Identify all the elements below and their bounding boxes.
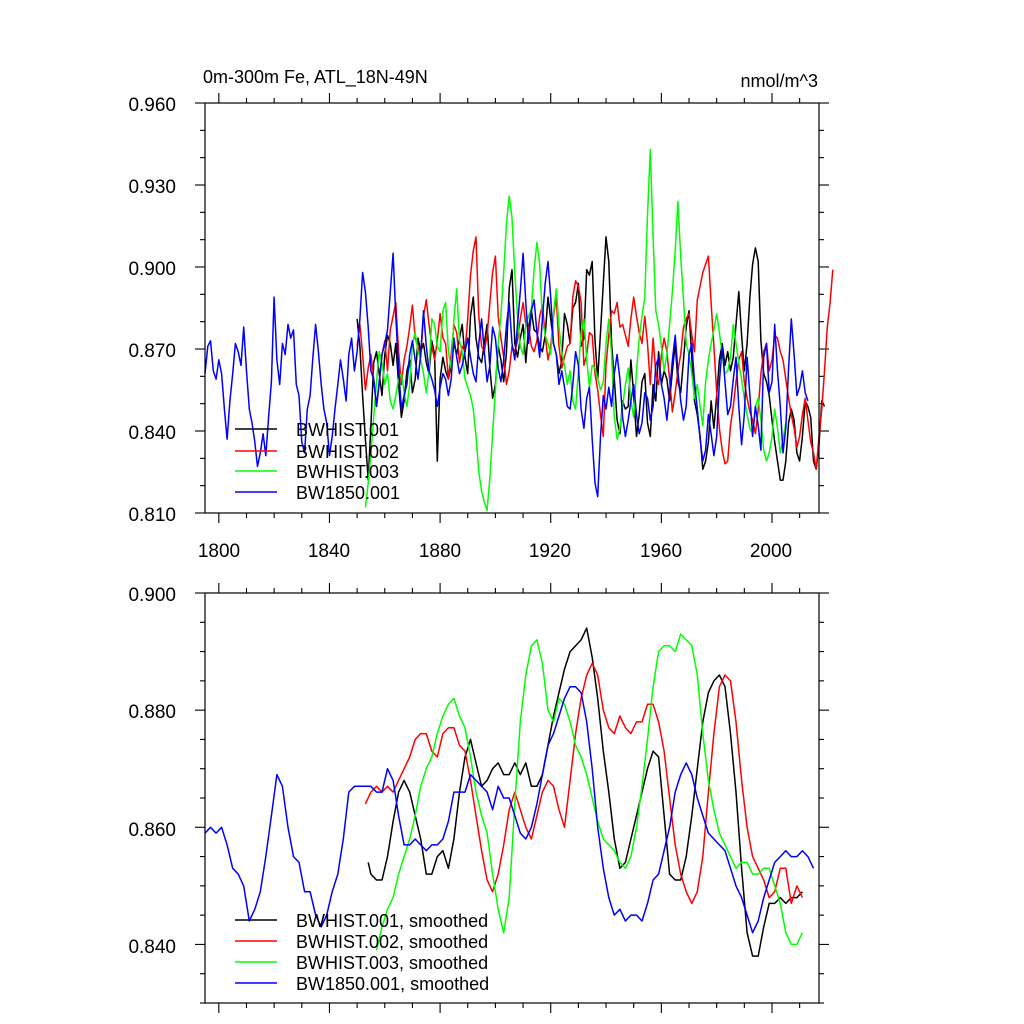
bottom-legend: BWHIST.001, smoothed BWHIST.002, smoothe… [235, 911, 489, 994]
x-tick-label: 1920 [529, 541, 571, 562]
legend-label: BWHIST.003, smoothed [296, 953, 488, 973]
top-y-tick-label: 0.960 [128, 95, 176, 116]
top-y-tick-label: 0.870 [128, 341, 176, 362]
x-tick-label: 1960 [640, 541, 682, 562]
legend-label: BWHIST.002, smoothed [296, 932, 488, 952]
x-tick-label: 1800 [198, 541, 240, 562]
x-tick-label: 1840 [308, 541, 350, 562]
top-y-tick-labels: 0.960 0.930 0.900 0.870 0.840 0.810 [128, 95, 176, 526]
bottom-y-tick-label: 0.840 [128, 937, 176, 958]
bottom-series-lines [204, 627, 815, 957]
bottom-series-line-1 [367, 627, 803, 957]
legend-label: BWHIST.003 [296, 462, 399, 482]
bottom-series-line-2 [364, 662, 804, 905]
bottom-y-tick-label: 0.900 [128, 585, 176, 606]
top-panel: 0m-300m Fe, ATL_18N-49N nmol/m^3 0.960 0… [128, 67, 834, 562]
bottom-y-tick-label: 0.860 [128, 820, 176, 841]
bottom-y-tick-label: 0.880 [128, 702, 176, 723]
legend-label: BW1850.001, smoothed [296, 974, 489, 994]
top-x-tick-labels: 1800 1840 1880 1920 1960 2000 [198, 541, 792, 562]
top-y-tick-label: 0.930 [128, 177, 176, 198]
top-legend: BWHIST.001 BWHIST.002 BWHIST.003 BW1850.… [235, 420, 400, 503]
bottom-series-line-3 [375, 633, 804, 951]
bottom-y-tick-labels: 0.900 0.880 0.860 0.840 [128, 585, 176, 958]
top-axis-ticks [195, 93, 829, 523]
bottom-series-line-4 [204, 685, 815, 934]
top-panel-title: 0m-300m Fe, ATL_18N-49N [203, 67, 428, 88]
top-series-line-4 [204, 252, 809, 498]
top-y-tick-label: 0.900 [128, 259, 176, 280]
top-panel-units: nmol/m^3 [741, 71, 818, 91]
bottom-panel: 0.900 0.880 0.860 0.840 BWHIST.001, smoo… [128, 583, 829, 1013]
legend-label: BW1850.001 [296, 483, 400, 503]
x-tick-label: 2000 [750, 541, 792, 562]
legend-label: BWHIST.001, smoothed [296, 911, 488, 931]
legend-label: BWHIST.001 [296, 420, 399, 440]
top-series-lines [204, 148, 834, 512]
bottom-axis-ticks [195, 583, 829, 1013]
legend-label: BWHIST.002 [296, 442, 399, 462]
top-y-tick-label: 0.840 [128, 423, 176, 444]
top-series-line-1 [356, 236, 826, 481]
x-tick-label: 1880 [419, 541, 461, 562]
top-y-tick-label: 0.810 [128, 505, 176, 526]
top-plot-frame [204, 102, 820, 514]
top-series-line-3 [364, 148, 787, 512]
bottom-plot-frame [204, 592, 820, 1004]
